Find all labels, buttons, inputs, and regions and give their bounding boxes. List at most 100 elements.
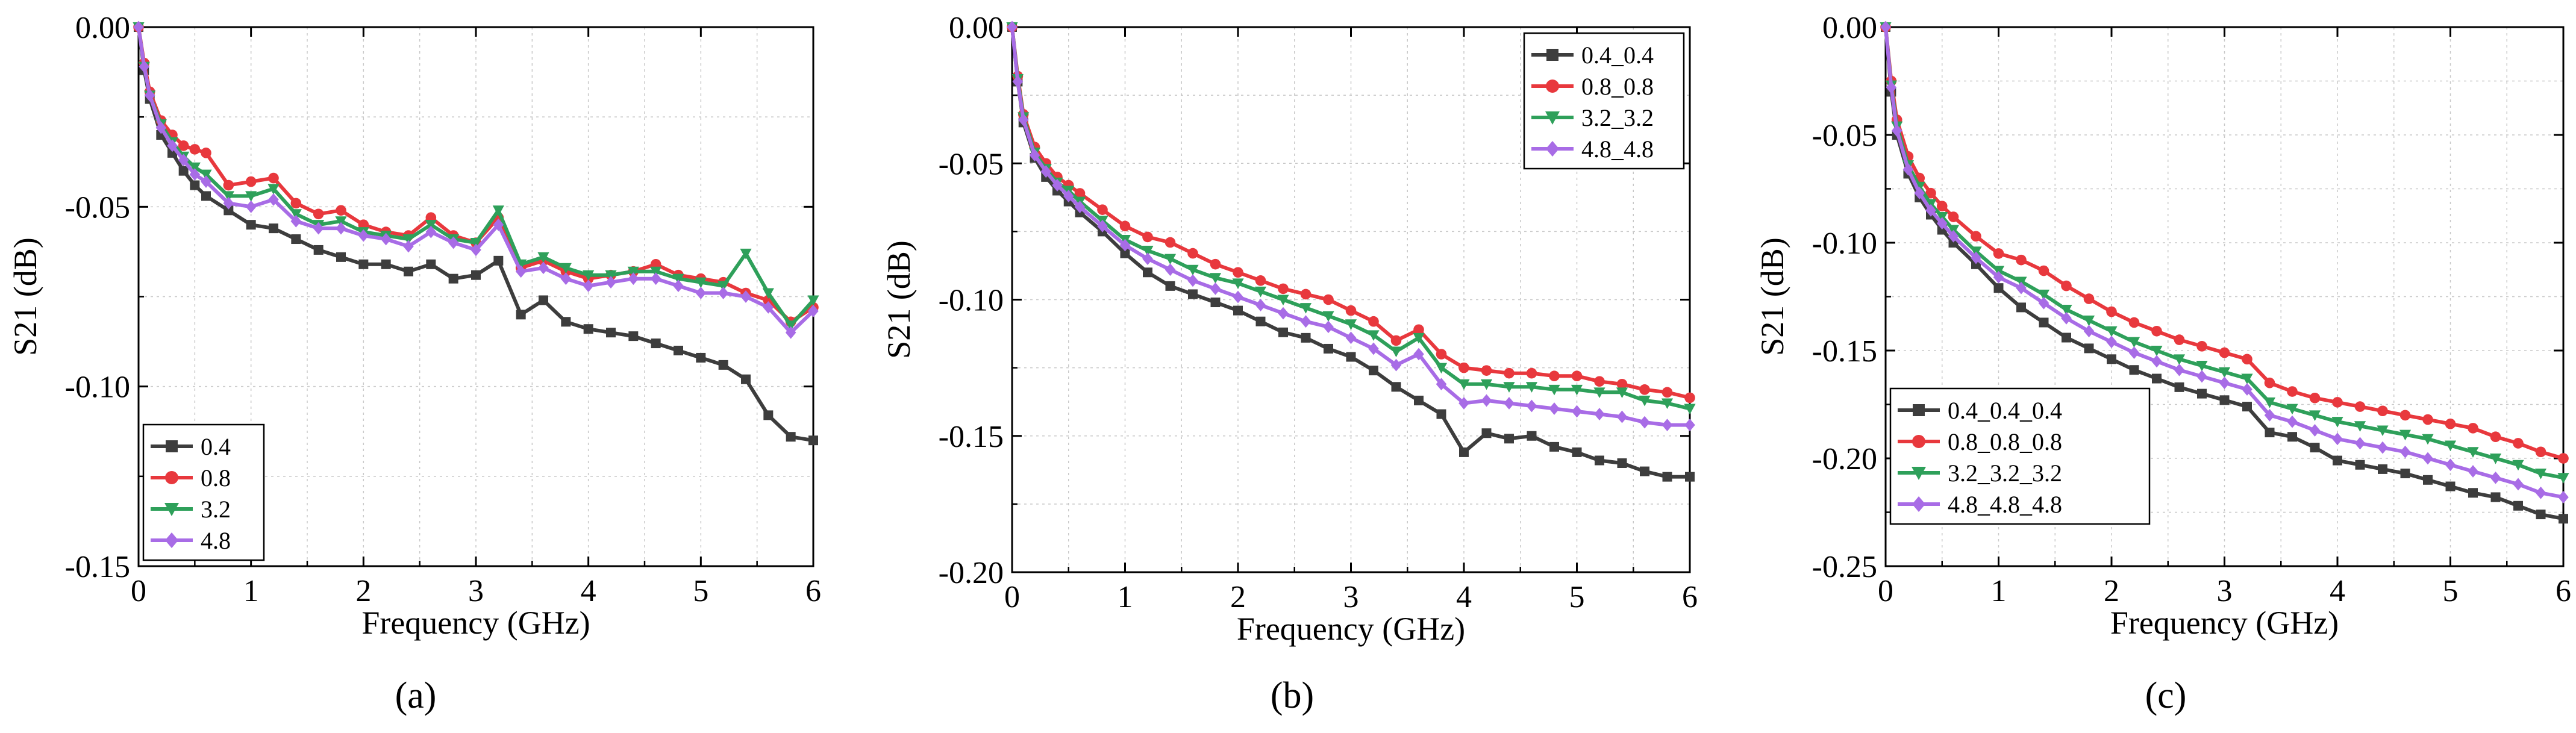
data-point <box>2355 460 2365 470</box>
data-point <box>1164 254 1177 265</box>
data-point <box>1345 331 1357 345</box>
data-point <box>1458 362 1469 373</box>
data-point <box>2083 293 2095 304</box>
legend-label: 3.2 <box>201 496 231 523</box>
data-point <box>1925 204 1936 217</box>
data-point <box>1413 332 1425 344</box>
data-point <box>224 205 234 216</box>
data-point <box>1571 405 1583 418</box>
data-point <box>1142 252 1153 266</box>
data-point <box>538 261 549 275</box>
legend: 0.4_0.4_0.4 0.8_0.8_0.8 3.2_3.2_3.2 4.8_4.8… <box>1889 387 2151 525</box>
data-point <box>2128 317 2140 328</box>
data-point <box>1300 315 1311 328</box>
data-point <box>1052 179 1063 192</box>
data-point <box>1255 299 1266 311</box>
data-point <box>2038 296 2049 310</box>
data-point <box>1571 370 1583 381</box>
legend: 0.4_0.4 0.8_0.8 3.2_3.2 4.8_4.8 <box>1523 32 1685 170</box>
data-point <box>2241 373 2253 385</box>
series-4.8_4.8 <box>1007 20 1695 432</box>
data-point <box>2264 409 2275 422</box>
data-point <box>1300 289 1311 300</box>
x-tick-label: 2 <box>355 574 371 608</box>
data-point <box>448 273 458 284</box>
data-point <box>1886 81 1897 94</box>
data-point <box>470 238 482 249</box>
data-point <box>2038 265 2049 276</box>
y-tick-label: -0.15 <box>65 550 130 584</box>
x-tick-label: 2 <box>1230 580 1246 614</box>
data-point <box>1458 397 1469 410</box>
data-point <box>201 191 211 201</box>
data-point <box>1097 204 1108 215</box>
data-point <box>2242 402 2252 412</box>
data-point <box>2174 382 2184 392</box>
legend-label: 0.8_0.8 <box>1581 73 1654 100</box>
x-tick-label: 5 <box>693 574 708 608</box>
data-point <box>1891 124 1902 137</box>
legend-swatch-marker <box>164 503 179 516</box>
data-point <box>222 191 234 202</box>
y-tick-label: -0.10 <box>65 370 130 405</box>
data-point <box>2422 434 2434 445</box>
data-point <box>2016 254 2027 266</box>
data-point <box>2354 421 2366 432</box>
data-point <box>2559 514 2568 524</box>
data-point <box>1210 282 1221 295</box>
legend-label: 0.8_0.8_0.8 <box>1948 428 2062 455</box>
data-point <box>786 432 796 442</box>
data-point <box>2084 343 2094 354</box>
x-tick-label: 2 <box>2104 574 2119 608</box>
data-point <box>1481 394 1492 407</box>
data-point <box>2196 370 2207 383</box>
data-point <box>2106 326 2118 337</box>
data-point <box>2219 347 2230 358</box>
data-point <box>1254 286 1267 298</box>
data-point <box>741 374 751 384</box>
y-tick-label: -0.10 <box>1812 226 1877 261</box>
data-point <box>1640 466 1649 476</box>
x-tick-label: 4 <box>581 574 596 608</box>
legend-label: 4.8_4.8 <box>1581 136 1654 163</box>
x-tick-label: 4 <box>1456 580 1472 614</box>
data-point <box>2354 437 2366 450</box>
data-point <box>267 184 280 195</box>
x-tick-label: 3 <box>1343 580 1359 614</box>
data-point <box>1571 384 1583 396</box>
data-point <box>1063 190 1074 202</box>
x-tick-label: 6 <box>805 574 821 608</box>
data-point <box>605 270 617 281</box>
data-point <box>1232 278 1244 289</box>
x-tick-label: 4 <box>2330 574 2345 608</box>
data-point <box>223 196 234 210</box>
data-point <box>1007 20 1018 34</box>
data-point <box>313 208 324 220</box>
data-point <box>1323 320 1334 334</box>
data-point <box>763 301 774 314</box>
legend-swatch-marker <box>1546 49 1558 61</box>
data-point <box>1880 20 1891 34</box>
data-point <box>1503 382 1515 393</box>
data-point <box>178 154 189 167</box>
data-point <box>2445 481 2456 491</box>
data-point <box>651 338 661 349</box>
data-point <box>1458 379 1470 390</box>
data-point <box>1549 441 1559 452</box>
data-point <box>785 320 797 331</box>
data-point <box>2242 383 2252 396</box>
data-point <box>2536 510 2546 520</box>
data-point <box>1346 352 1356 362</box>
data-point <box>1662 419 1673 432</box>
data-point <box>740 290 751 303</box>
data-point <box>1481 365 1492 376</box>
data-point <box>1526 367 1537 379</box>
data-point <box>2399 429 2412 441</box>
data-point <box>628 331 639 342</box>
series-4.8_4.8_4.8 <box>1880 20 2569 504</box>
legend-label: 3.2_3.2 <box>1581 104 1654 131</box>
data-point <box>313 222 324 235</box>
data-point <box>1914 187 1925 200</box>
legend-swatch-marker <box>165 532 178 548</box>
